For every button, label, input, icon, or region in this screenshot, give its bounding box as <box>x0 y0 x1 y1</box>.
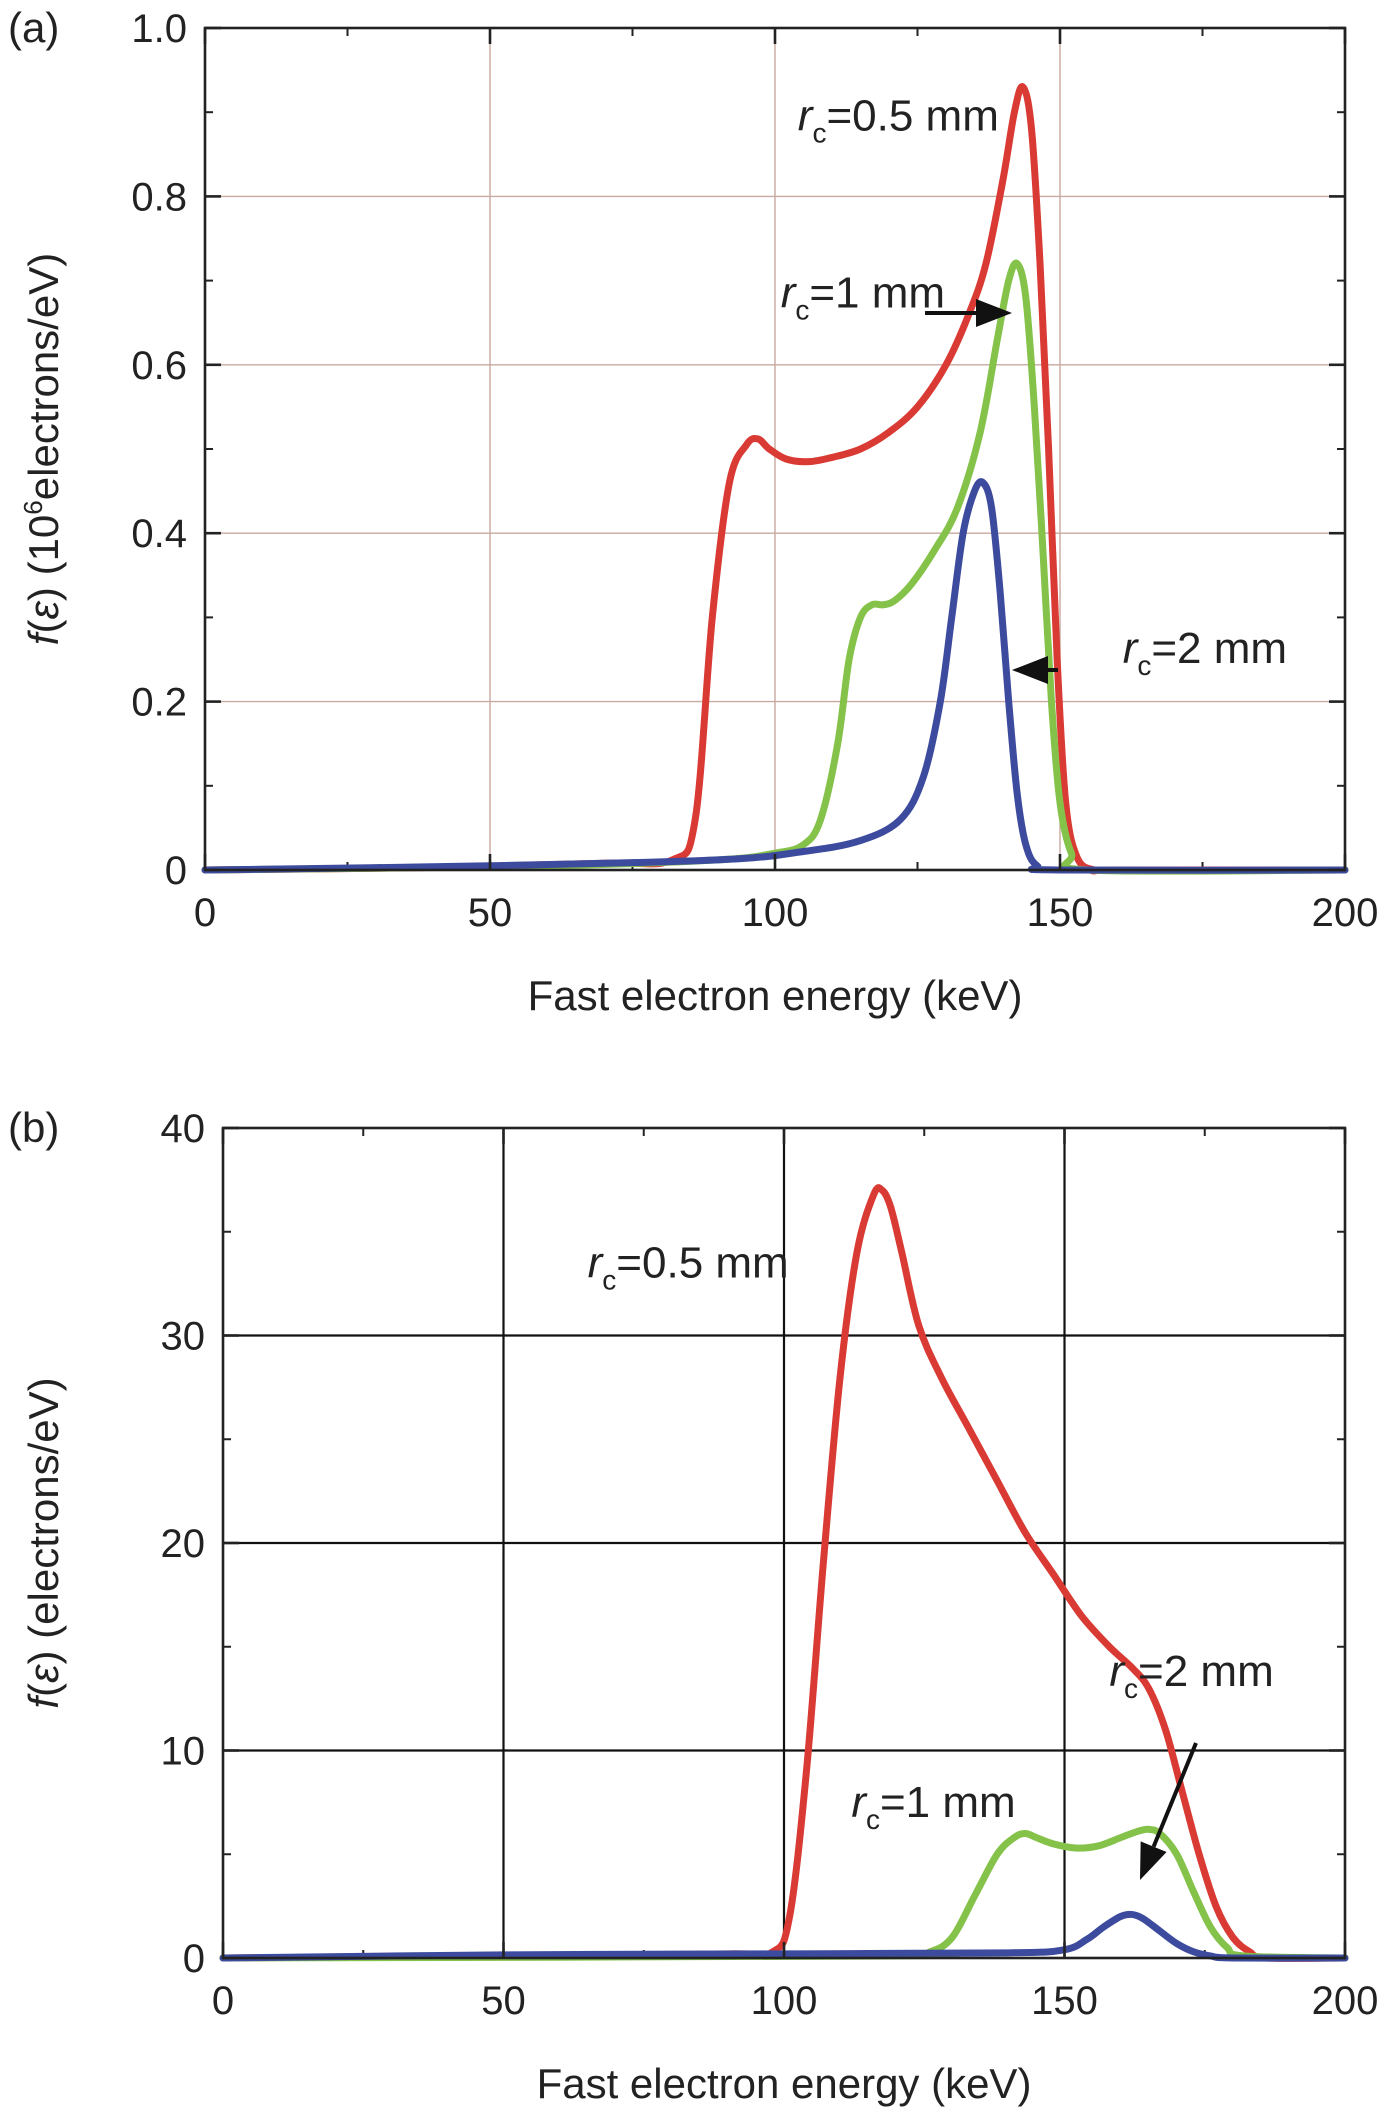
y-tick-label: 0.6 <box>131 344 187 388</box>
x-tick-label: 100 <box>751 1979 818 2023</box>
y-axis-title: f(ε) (electrons/eV) <box>20 1377 67 1708</box>
arrow-head <box>1012 656 1048 684</box>
x-axis-title: Fast electron energy (keV) <box>528 972 1023 1019</box>
series-line-0 <box>201 83 1349 875</box>
y-tick-label: 0.4 <box>131 512 187 556</box>
series-line-0 <box>219 1184 1349 1962</box>
annotation-label: rc=0.5 mm <box>588 1238 789 1295</box>
x-tick-label: 0 <box>212 1979 234 2023</box>
x-tick-label: 200 <box>1312 1979 1379 2023</box>
series-line-2 <box>219 1910 1349 1962</box>
x-tick-label: 150 <box>1031 1979 1098 2023</box>
x-axis-title: Fast electron energy (keV) <box>537 2060 1032 2107</box>
y-tick-label: 0.8 <box>131 175 187 219</box>
annotation-label: rc=2 mm <box>1109 1647 1273 1704</box>
arrow-head <box>976 299 1012 327</box>
chart-panel-a: 0 50 100 150 200 0 0.2 0.4 0.6 0.8 1.0 (a) Fast elec… <box>8 4 1378 1019</box>
y-tick-label: 0 <box>183 1937 205 1981</box>
x-tick-label: 200 <box>1312 891 1379 935</box>
annotation-label: rc=1 mm <box>851 1778 1015 1835</box>
y-tick-label: 0 <box>165 849 187 893</box>
annotation-label: rc=2 mm <box>1123 624 1287 681</box>
x-tick-label: 0 <box>194 891 216 935</box>
panel-label: (a) <box>8 4 59 51</box>
y-tick-label: 40 <box>161 1107 206 1151</box>
x-tick-label: 100 <box>742 891 809 935</box>
arrow-head <box>1140 1841 1167 1880</box>
arrow-line <box>1151 1742 1198 1848</box>
y-tick-label: 30 <box>161 1315 206 1359</box>
annotation-label: rc=0.5 mm <box>798 92 999 149</box>
y-tick-label: 0.2 <box>131 681 187 725</box>
y-tick-label: 20 <box>161 1522 206 1566</box>
x-tick-label: 50 <box>468 891 513 935</box>
chart-panel-b: 0 50 100 150 200 0 10 20 30 40 (b) Fast electron en… <box>8 1104 1378 2107</box>
y-axis-title: f(ε) (106electrons/eV) <box>18 253 67 645</box>
panel-label: (b) <box>8 1104 59 1151</box>
y-tick-label: 1.0 <box>131 7 187 51</box>
series-line-2 <box>201 478 1349 874</box>
y-tick-label: 10 <box>161 1730 206 1774</box>
x-tick-label: 50 <box>481 1979 526 2023</box>
x-tick-label: 150 <box>1027 891 1094 935</box>
annotation-label: rc=1 mm <box>781 269 945 326</box>
